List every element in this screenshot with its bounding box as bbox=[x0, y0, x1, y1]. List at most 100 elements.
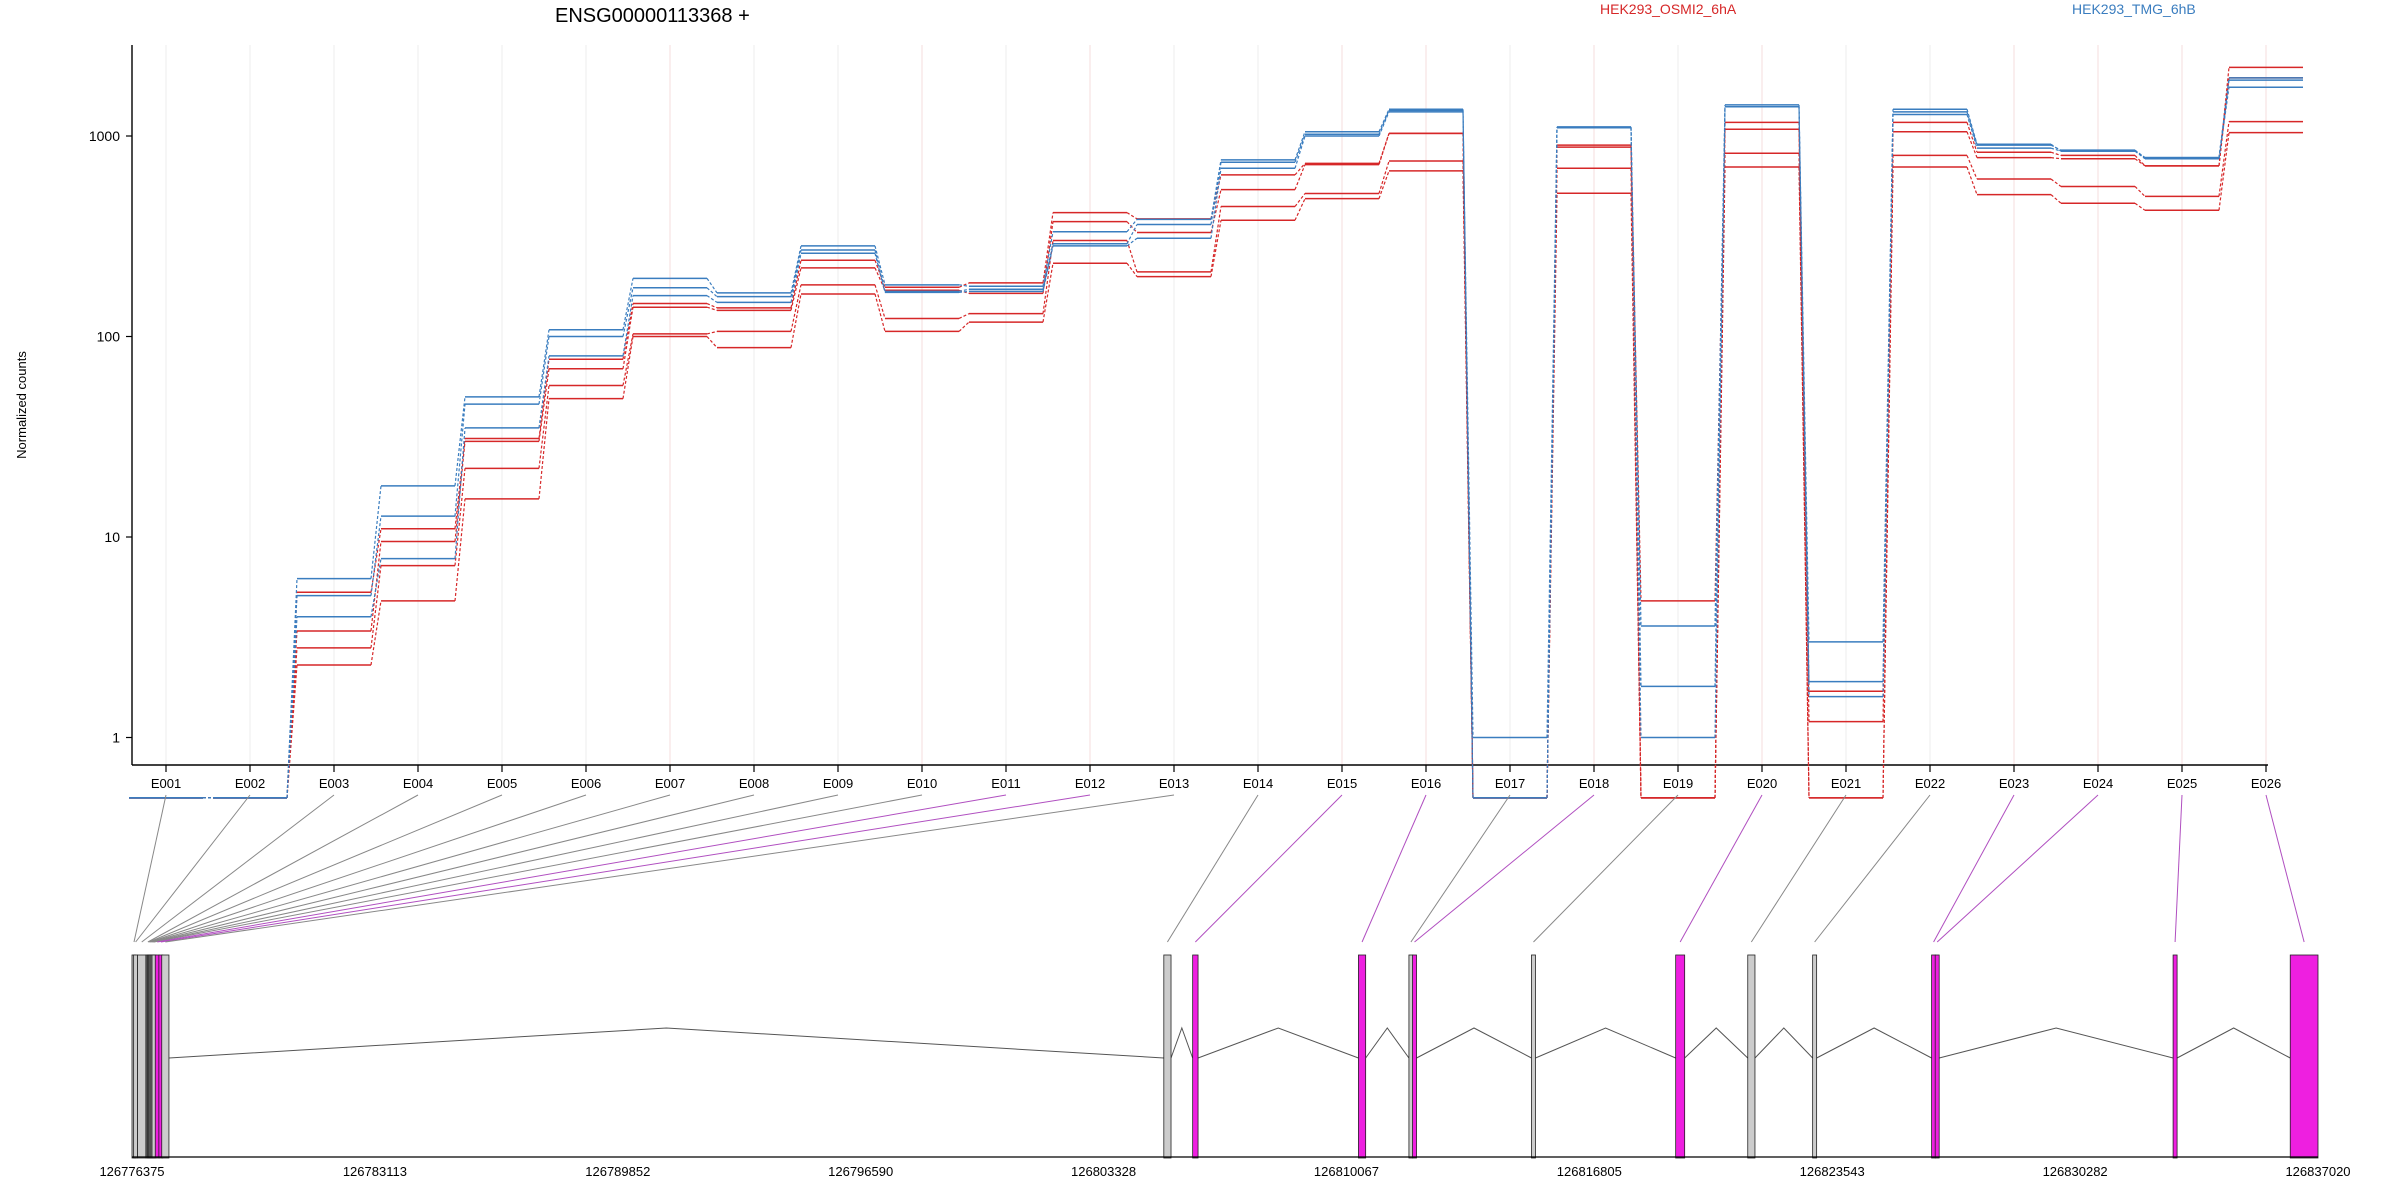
genomic-tick-label: 126810067 bbox=[1314, 1164, 1379, 1179]
exon-block bbox=[1192, 954, 1199, 1159]
genomic-tick-label: 126803328 bbox=[1071, 1164, 1136, 1179]
genomic-tick-label: 126837020 bbox=[2285, 1164, 2350, 1179]
genomic-tick-label: 126789852 bbox=[585, 1164, 650, 1179]
series-connector bbox=[1294, 134, 1306, 163]
series-connector bbox=[874, 253, 886, 293]
exon-connector bbox=[1750, 794, 1847, 943]
series-connector bbox=[1462, 110, 1474, 798]
exon-connector bbox=[152, 794, 839, 943]
x-tick-label: E026 bbox=[2251, 776, 2281, 791]
series-connector bbox=[622, 278, 634, 330]
exon-block bbox=[1412, 954, 1417, 1159]
series-connector bbox=[958, 290, 970, 293]
series-connector bbox=[790, 253, 802, 303]
series-connector bbox=[1294, 131, 1306, 161]
exon-connector bbox=[1166, 794, 1259, 943]
y-axis-label: Normalized counts bbox=[14, 351, 29, 459]
series-connector bbox=[706, 287, 718, 298]
intron-lines bbox=[168, 1026, 2291, 1059]
series-connector bbox=[1378, 133, 1390, 164]
series-connector bbox=[706, 295, 718, 303]
intron bbox=[168, 1027, 1164, 1059]
series-connector bbox=[622, 336, 634, 399]
exon-block bbox=[2289, 954, 2319, 1159]
series-connector bbox=[1798, 106, 1810, 697]
x-tick-label: E023 bbox=[1999, 776, 2029, 791]
exon-block bbox=[1531, 954, 1536, 1159]
exon-connectors bbox=[133, 794, 2305, 943]
exon-block bbox=[2172, 954, 2178, 1159]
exon-connector bbox=[1533, 794, 1679, 943]
series-connector bbox=[1714, 106, 1726, 687]
x-tick-label: E013 bbox=[1159, 776, 1189, 791]
genomic-tick-label: 126776375 bbox=[99, 1164, 164, 1179]
intron bbox=[1170, 1026, 1194, 1059]
series-connector bbox=[1126, 240, 1138, 273]
x-tick-label: E022 bbox=[1915, 776, 1945, 791]
series-connector bbox=[2134, 186, 2146, 197]
series-connector bbox=[1126, 221, 1138, 233]
exon-block bbox=[1358, 954, 1367, 1159]
x-tick-label: E011 bbox=[991, 776, 1020, 791]
exon-connector bbox=[165, 794, 1175, 943]
series-connector bbox=[1966, 114, 1978, 149]
series-connector bbox=[286, 578, 298, 798]
series-connector bbox=[454, 468, 466, 566]
intron bbox=[1754, 1027, 1813, 1059]
series-connector bbox=[1378, 170, 1390, 199]
genomic-tick-label: 126816805 bbox=[1557, 1164, 1622, 1179]
series-connector bbox=[1966, 111, 1978, 146]
series-connector bbox=[622, 307, 634, 369]
vertical-grid bbox=[165, 45, 2267, 765]
genomic-axis-ticks: 126776375 126783113 126789852 126796590 1268… bbox=[99, 1164, 2350, 1179]
series-connector bbox=[538, 398, 550, 499]
series-connector bbox=[874, 245, 886, 285]
exon-block bbox=[133, 954, 139, 1159]
series-connector bbox=[538, 385, 550, 469]
series-connector bbox=[1126, 237, 1138, 247]
exon-block bbox=[1747, 954, 1756, 1159]
exon-connector bbox=[151, 794, 755, 943]
exon-connector bbox=[133, 794, 167, 943]
exon-connector bbox=[1410, 794, 1511, 943]
exon-block bbox=[1675, 954, 1686, 1159]
x-tick-label: E021 bbox=[1831, 776, 1861, 791]
series-connector bbox=[706, 330, 718, 335]
exon-connector bbox=[147, 794, 419, 943]
series-connector bbox=[958, 282, 970, 288]
x-tick-label: E001 bbox=[151, 776, 181, 791]
series-connector bbox=[790, 249, 802, 297]
series-connector bbox=[958, 313, 970, 320]
series-connector bbox=[1630, 147, 1642, 798]
series-connector bbox=[2050, 143, 2062, 152]
series-connector bbox=[790, 293, 802, 348]
exon-block bbox=[1934, 954, 1940, 1159]
series-connector bbox=[790, 284, 802, 332]
series-connector bbox=[2134, 155, 2146, 167]
exon-connector bbox=[1194, 794, 1343, 943]
series-connector bbox=[1294, 198, 1306, 221]
series-connector bbox=[874, 249, 886, 292]
series-connector bbox=[874, 284, 886, 319]
series-connector bbox=[1378, 160, 1390, 194]
series-connector bbox=[1966, 166, 1978, 195]
series-connector bbox=[622, 333, 634, 386]
series-connector bbox=[454, 427, 466, 559]
series-connector bbox=[538, 336, 550, 405]
series-connector bbox=[1798, 167, 1810, 798]
genomic-tick-label: 126830282 bbox=[2043, 1164, 2108, 1179]
series-connector bbox=[2050, 151, 2062, 157]
series-connector bbox=[1126, 262, 1138, 277]
series-connector bbox=[1882, 155, 1894, 798]
exon-connector bbox=[1814, 794, 1931, 943]
series-connector bbox=[706, 336, 718, 349]
exon-block bbox=[1812, 954, 1818, 1159]
series-connector bbox=[1294, 164, 1306, 190]
y-tick-label: 1000 bbox=[89, 128, 120, 144]
x-tick-label: E018 bbox=[1579, 776, 1609, 791]
series-connector bbox=[1546, 127, 1558, 738]
series-connector bbox=[1714, 106, 1726, 738]
series-connector bbox=[1630, 127, 1642, 687]
intron bbox=[1816, 1027, 1932, 1059]
